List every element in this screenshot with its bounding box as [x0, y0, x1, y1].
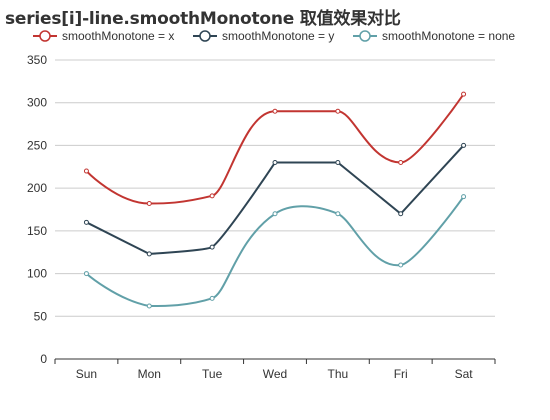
axes: 0 50 100 150 200 250 300 350 Sun Mon Tue Wed Thu Fri S… [27, 53, 496, 381]
data-point [335, 211, 341, 217]
x-tick-label: Thu [328, 367, 349, 381]
data-point [83, 168, 89, 174]
data-point [461, 142, 467, 148]
legend-marker [39, 30, 51, 42]
data-point [398, 211, 404, 217]
data-point [335, 108, 341, 114]
y-tick-label: 300 [27, 96, 47, 110]
data-point [461, 91, 467, 97]
x-tick-label: Sat [455, 367, 474, 381]
legend-label: smoothMonotone = x [62, 29, 174, 43]
chart-title: series[i]-line.smoothMonotone 取值效果对比 [5, 9, 401, 29]
legend: smoothMonotone = x smoothMonotone = y smoo… [33, 29, 515, 43]
legend-item: smoothMonotone = none [353, 29, 515, 43]
x-tick-label: Wed [263, 367, 287, 381]
legend-marker [199, 30, 211, 42]
grid-lines [55, 59, 495, 317]
legend-item: smoothMonotone = x [33, 29, 174, 43]
data-point [398, 262, 404, 268]
data-point [398, 160, 404, 166]
y-tick-label: 200 [27, 181, 47, 195]
y-tick-label: 250 [27, 138, 47, 152]
data-point [209, 295, 215, 301]
y-tick-label: 50 [34, 309, 48, 323]
y-tick-label: 0 [40, 352, 47, 366]
legend-item: smoothMonotone = y [193, 29, 334, 43]
y-tick-label: 150 [27, 224, 47, 238]
data-point [83, 271, 89, 277]
y-tick-label: 350 [27, 53, 47, 67]
y-tick-label: 100 [27, 267, 47, 281]
x-tick-label: Mon [138, 367, 161, 381]
series-points [83, 91, 467, 309]
x-tick-label: Sun [76, 367, 97, 381]
data-point [146, 201, 152, 207]
data-point [209, 244, 215, 250]
data-point [146, 303, 152, 309]
data-point [335, 160, 341, 166]
legend-label: smoothMonotone = y [222, 29, 334, 43]
data-point [272, 160, 278, 166]
legend-label: smoothMonotone = none [382, 29, 515, 43]
data-point [209, 193, 215, 199]
x-tick-label: Tue [202, 367, 223, 381]
data-point [83, 219, 89, 225]
x-tick-label: Fri [394, 367, 408, 381]
data-point [461, 194, 467, 200]
series-lines [85, 93, 465, 308]
data-point [272, 211, 278, 217]
data-point [146, 251, 152, 257]
data-point [272, 108, 278, 114]
legend-marker [359, 30, 371, 42]
